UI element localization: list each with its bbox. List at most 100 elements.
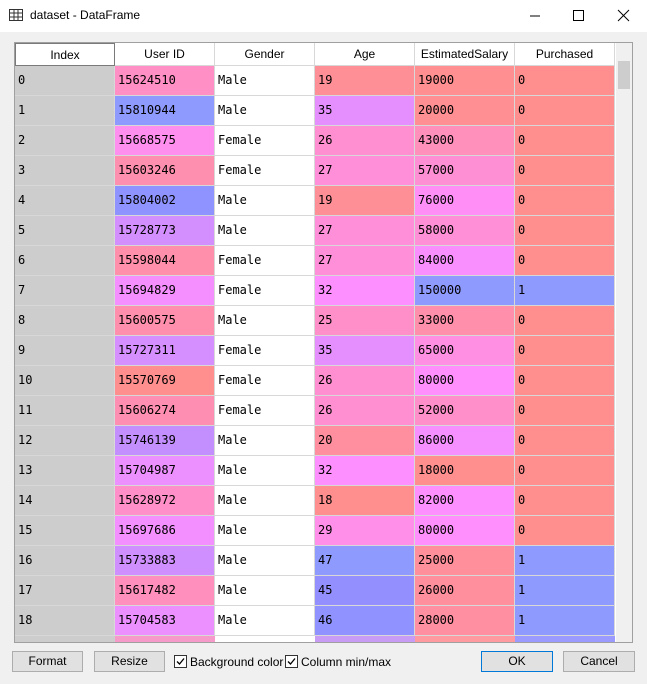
column-header: Gender	[215, 43, 315, 66]
row-index: 11	[15, 396, 115, 426]
row-index: 0	[15, 66, 115, 96]
table-cell: 35	[315, 96, 415, 126]
resize-button[interactable]: Resize	[94, 651, 165, 672]
table-cell: 27	[315, 156, 415, 186]
table-cell: 26	[315, 366, 415, 396]
table-cell: 20	[315, 426, 415, 456]
table-cell: 25	[315, 306, 415, 336]
row-index: 14	[15, 486, 115, 516]
table-cell: 19	[315, 186, 415, 216]
table-cell: 0	[515, 306, 615, 336]
table-cell: 1	[515, 576, 615, 606]
table-cell: 43000	[415, 126, 515, 156]
table-cell: 0	[515, 516, 615, 546]
checkbox[interactable]	[174, 655, 187, 668]
table-cell: 15598044	[115, 246, 215, 276]
table-cell: 0	[515, 66, 615, 96]
table-cell: Male	[215, 306, 315, 336]
table-cell: 0	[515, 246, 615, 276]
table-cell: 0	[515, 126, 615, 156]
ok-button[interactable]: OK	[481, 651, 553, 672]
row-index: 16	[15, 546, 115, 576]
row-index: 9	[15, 336, 115, 366]
row-index: 7	[15, 276, 115, 306]
table-cell: 1	[515, 546, 615, 576]
row-index: 12	[15, 426, 115, 456]
table-cell: Male	[215, 576, 315, 606]
table-cell: 15624510	[115, 66, 215, 96]
table-cell: 33000	[415, 306, 515, 336]
table-cell: 26000	[415, 576, 515, 606]
table-cell: 32	[315, 456, 415, 486]
table-cell: 84000	[415, 246, 515, 276]
cancel-button[interactable]: Cancel	[563, 651, 635, 672]
table-cell: 15628972	[115, 486, 215, 516]
table-cell: 65000	[415, 336, 515, 366]
table-icon	[9, 9, 23, 21]
row-index: 1	[15, 96, 115, 126]
table-cell: 15746139	[115, 426, 215, 456]
table-cell: 46	[315, 606, 415, 636]
table-cell: Male	[215, 426, 315, 456]
table-cell: 15727311	[115, 336, 215, 366]
window-controls[interactable]	[520, 8, 640, 24]
table-cell: 15704583	[115, 606, 215, 636]
table-cell: Male	[215, 546, 315, 576]
scrollbar	[616, 43, 632, 642]
table-cell: 0	[515, 216, 615, 246]
row-index: 4	[15, 186, 115, 216]
table-cell: 15810944	[115, 96, 215, 126]
table-cell: 58000	[415, 216, 515, 246]
row-index: 6	[15, 246, 115, 276]
format-button[interactable]: Format	[12, 651, 83, 672]
table-cell: 0	[515, 336, 615, 366]
table-cell: 150000	[415, 276, 515, 306]
row-index: 3	[15, 156, 115, 186]
table-cell: Female	[215, 246, 315, 276]
checkbox-label: Column min/max	[301, 655, 392, 669]
row-index: 18	[15, 606, 115, 636]
table-cell: 20000	[415, 96, 515, 126]
table-cell: 32	[315, 276, 415, 306]
table-cell: 57000	[415, 156, 515, 186]
table-cell: 15804002	[115, 186, 215, 216]
table-cell: 76000	[415, 186, 515, 216]
table-cell: 15600575	[115, 306, 215, 336]
table-cell: Male	[215, 186, 315, 216]
table-cell: 15704987	[115, 456, 215, 486]
table-cell: 0	[515, 156, 615, 186]
table-cell: 0	[515, 426, 615, 456]
column-header: User ID	[115, 43, 215, 66]
table-cell: Male	[215, 456, 315, 486]
table-cell: Male	[215, 516, 315, 546]
table-cell: 15617482	[115, 576, 215, 606]
row-index: 10	[15, 366, 115, 396]
column-header: Index	[15, 43, 115, 66]
table-cell: 0	[515, 396, 615, 426]
row-index: 8	[15, 306, 115, 336]
column-header: Age	[315, 43, 415, 66]
table-cell: 0	[515, 96, 615, 126]
checkbox[interactable]	[285, 655, 298, 668]
table-cell: 1	[515, 276, 615, 306]
row-index: 2	[15, 126, 115, 156]
table-cell: 0	[515, 486, 615, 516]
table-cell: 52000	[415, 396, 515, 426]
table-cell: 26	[315, 396, 415, 426]
row-partial	[15, 636, 615, 642]
table-cell: 15668575	[115, 126, 215, 156]
table-cell: 86000	[415, 426, 515, 456]
table-cell: 15570769	[115, 366, 215, 396]
table-cell: 47	[315, 546, 415, 576]
table-cell: Female	[215, 396, 315, 426]
table-cell: 19	[315, 66, 415, 96]
row-index: 15	[15, 516, 115, 546]
table-cell: 15606274	[115, 396, 215, 426]
table-cell: 15694829	[115, 276, 215, 306]
table-cell: Male	[215, 216, 315, 246]
table-cell: 18	[315, 486, 415, 516]
table-cell: Male	[215, 486, 315, 516]
table-cell: 27	[315, 216, 415, 246]
scrollbar-thumb	[618, 61, 630, 89]
